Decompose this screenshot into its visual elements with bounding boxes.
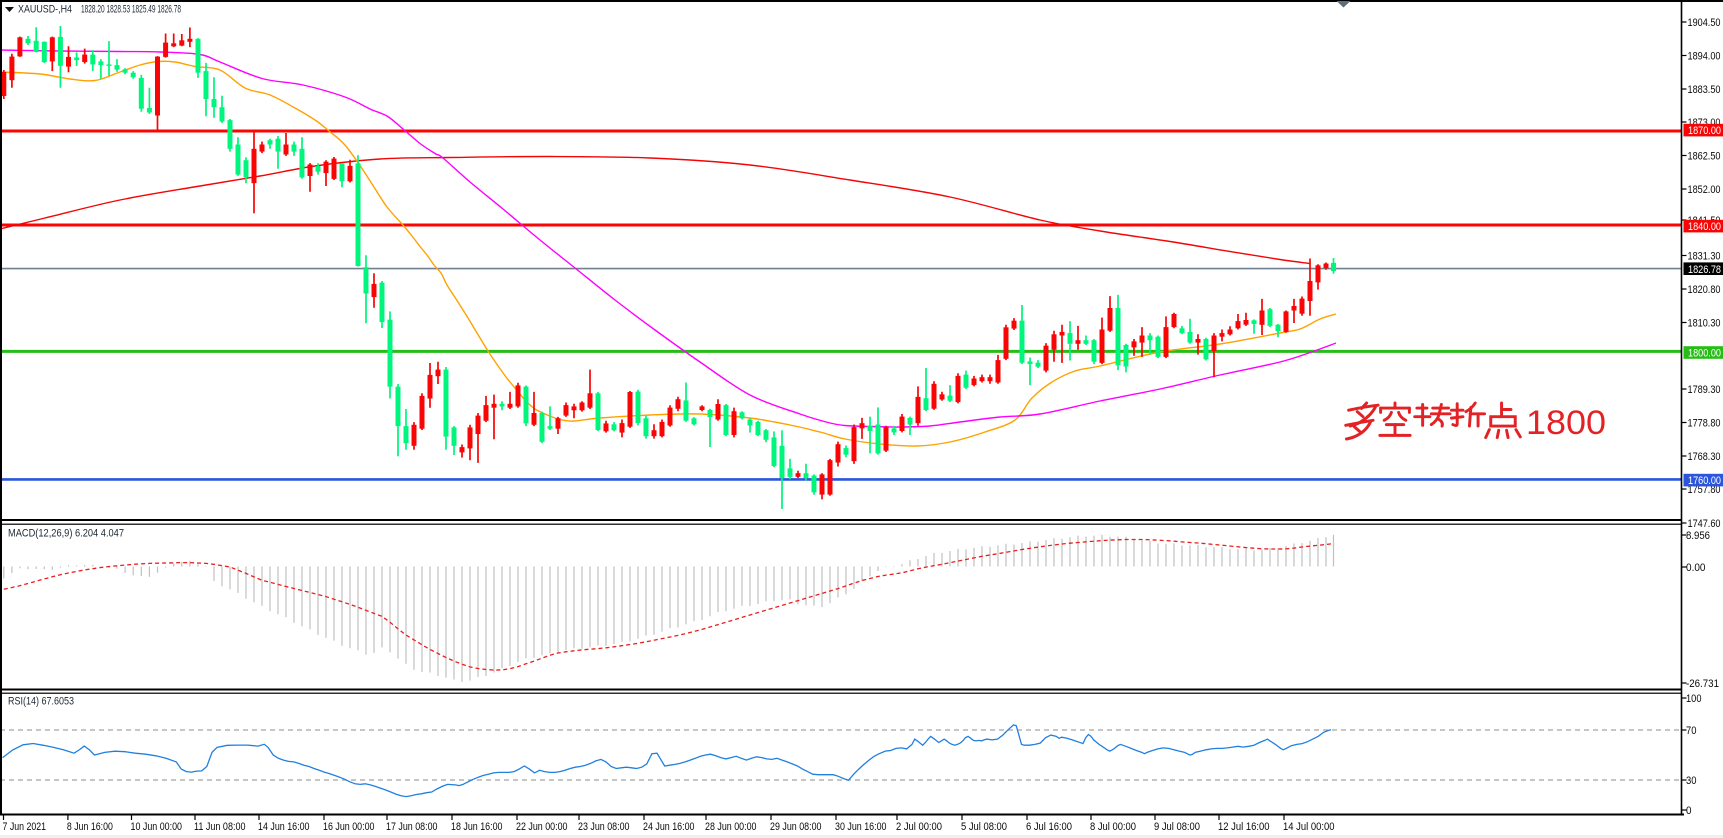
svg-text:7 Jun 2021: 7 Jun 2021 — [3, 821, 47, 833]
svg-text:30: 30 — [1686, 775, 1697, 787]
svg-text:1870.00: 1870.00 — [1688, 125, 1721, 137]
svg-text:0.00: 0.00 — [1686, 562, 1706, 574]
svg-text:10 Jun 00:00: 10 Jun 00:00 — [131, 821, 183, 833]
svg-text:28 Jun 00:00: 28 Jun 00:00 — [705, 821, 757, 833]
svg-text:1810.30: 1810.30 — [1688, 318, 1721, 330]
svg-text:8.956: 8.956 — [1686, 530, 1710, 542]
svg-text:11 Jun 08:00: 11 Jun 08:00 — [194, 821, 246, 833]
svg-text:1757.80: 1757.80 — [1688, 484, 1721, 496]
svg-text:1826.78: 1826.78 — [1688, 264, 1721, 276]
svg-text:2 Jul 00:00: 2 Jul 00:00 — [896, 821, 942, 833]
svg-text:1747.60: 1747.60 — [1688, 518, 1721, 530]
svg-text:XAUUSD-,H4: XAUUSD-,H4 — [18, 4, 72, 16]
svg-text:0: 0 — [1686, 805, 1692, 817]
svg-text:RSI(14) 67.6053: RSI(14) 67.6053 — [8, 696, 74, 708]
svg-text:1883.50: 1883.50 — [1688, 84, 1721, 96]
svg-text:MACD(12,26,9) 6.204 4.047: MACD(12,26,9) 6.204 4.047 — [8, 528, 124, 540]
svg-text:1800.00: 1800.00 — [1688, 348, 1721, 360]
svg-text:1778.80: 1778.80 — [1688, 418, 1721, 430]
svg-text:1828.20 1828.53 1825.49 1826.7: 1828.20 1828.53 1825.49 1826.78 — [81, 4, 181, 16]
svg-text:30 Jun 16:00: 30 Jun 16:00 — [835, 821, 887, 833]
svg-text:1760.00: 1760.00 — [1688, 475, 1721, 487]
svg-text:14 Jul 00:00: 14 Jul 00:00 — [1283, 821, 1335, 833]
svg-text:1800: 1800 — [1526, 404, 1606, 442]
svg-text:8 Jun 16:00: 8 Jun 16:00 — [67, 821, 113, 833]
svg-text:29 Jun 08:00: 29 Jun 08:00 — [770, 821, 822, 833]
svg-text:8 Jul 00:00: 8 Jul 00:00 — [1090, 821, 1136, 833]
svg-text:100: 100 — [1686, 693, 1702, 705]
svg-text:-26.731: -26.731 — [1686, 678, 1719, 690]
svg-text:17 Jun 08:00: 17 Jun 08:00 — [386, 821, 438, 833]
svg-text:1862.50: 1862.50 — [1688, 151, 1721, 163]
svg-text:23 Jun 08:00: 23 Jun 08:00 — [578, 821, 630, 833]
svg-text:16 Jun 00:00: 16 Jun 00:00 — [323, 821, 375, 833]
svg-text:70: 70 — [1686, 725, 1697, 737]
svg-text:12 Jul 16:00: 12 Jul 16:00 — [1218, 821, 1270, 833]
svg-text:1831.30: 1831.30 — [1688, 251, 1721, 263]
svg-text:1852.00: 1852.00 — [1688, 184, 1721, 196]
svg-text:1894.00: 1894.00 — [1688, 51, 1721, 63]
svg-text:1789.30: 1789.30 — [1688, 384, 1721, 396]
svg-text:9 Jul 08:00: 9 Jul 08:00 — [1154, 821, 1200, 833]
svg-text:1820.80: 1820.80 — [1688, 284, 1721, 296]
svg-text:24 Jun 16:00: 24 Jun 16:00 — [643, 821, 695, 833]
svg-text:1840.00: 1840.00 — [1688, 221, 1721, 233]
svg-text:1904.50: 1904.50 — [1688, 17, 1721, 29]
svg-text:14 Jun 16:00: 14 Jun 16:00 — [258, 821, 310, 833]
svg-text:1768.30: 1768.30 — [1688, 451, 1721, 463]
svg-text:6 Jul 16:00: 6 Jul 16:00 — [1026, 821, 1072, 833]
svg-text:5 Jul 08:00: 5 Jul 08:00 — [961, 821, 1007, 833]
svg-text:18 Jun 16:00: 18 Jun 16:00 — [451, 821, 503, 833]
svg-text:22 Jun 00:00: 22 Jun 00:00 — [516, 821, 568, 833]
